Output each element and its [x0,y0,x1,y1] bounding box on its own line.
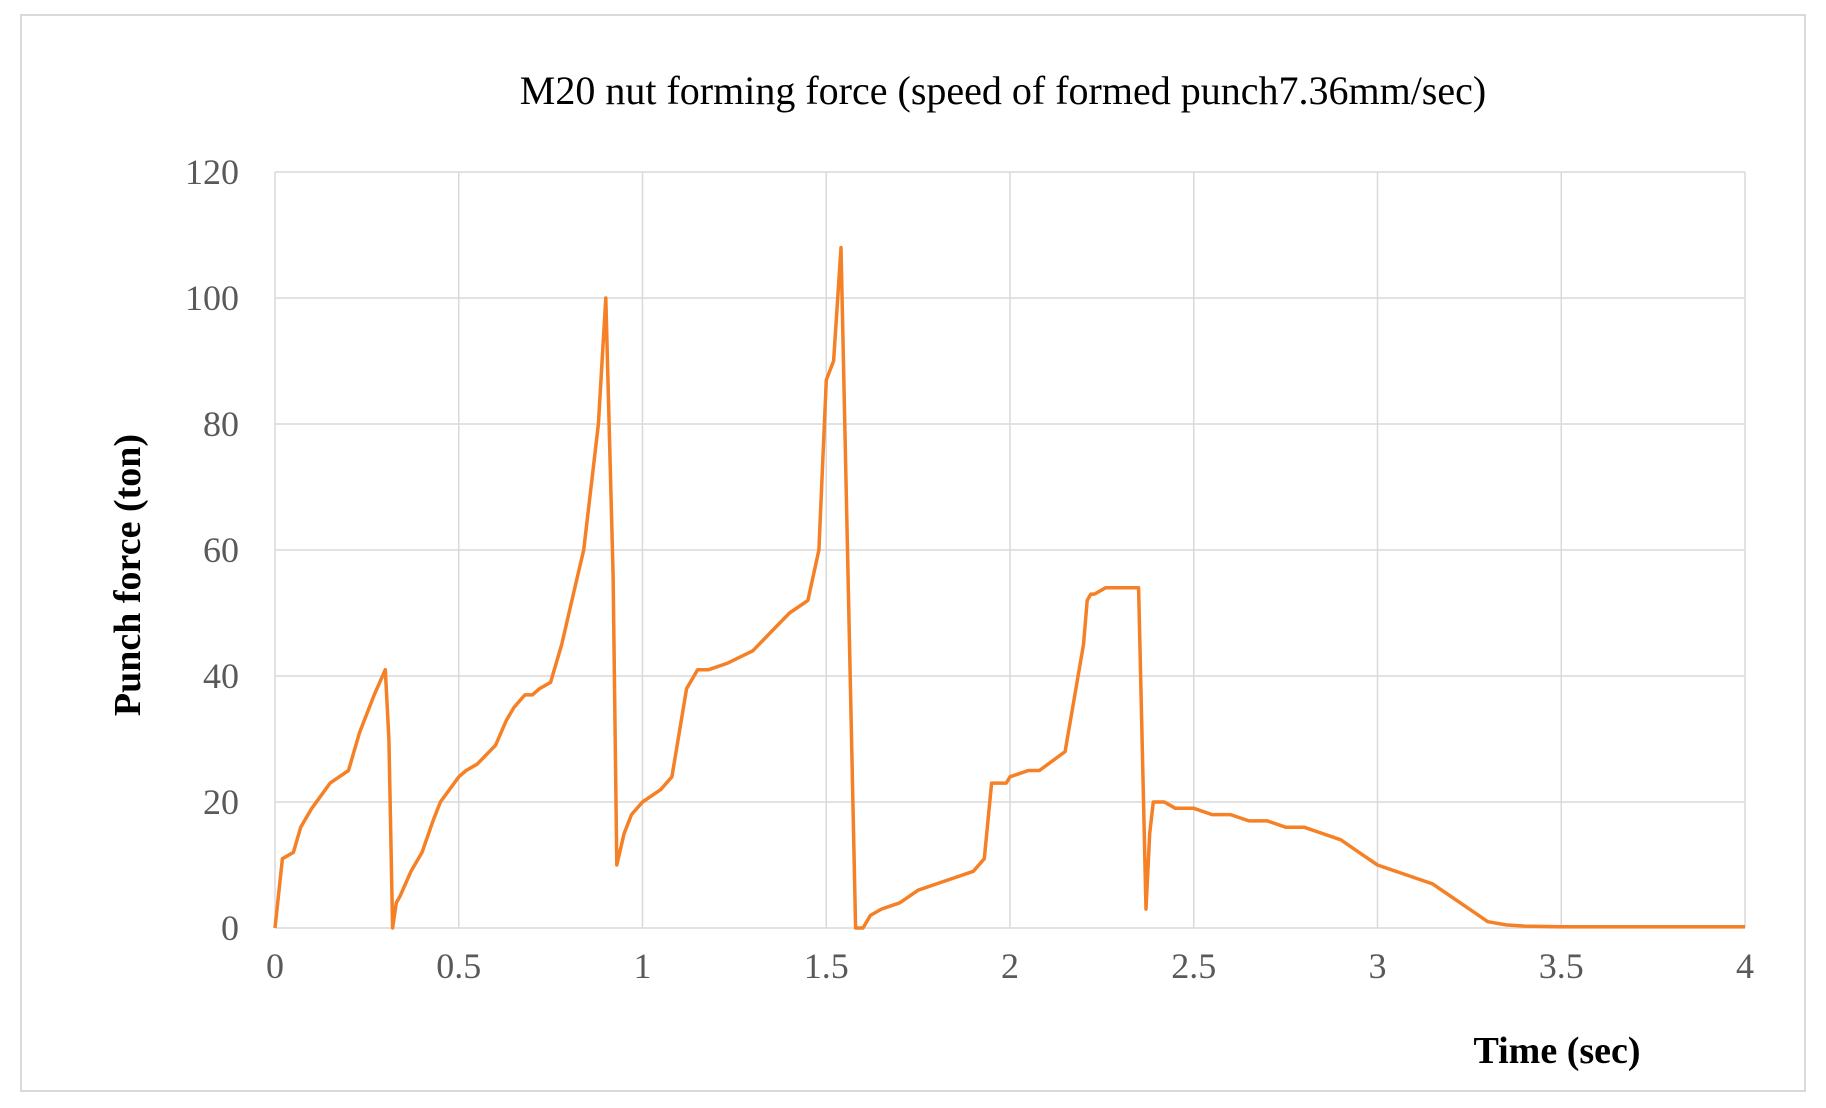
y-tick-label: 60 [203,530,239,570]
x-tick-label: 0.5 [436,946,481,986]
x-tick-label: 4 [1736,946,1754,986]
x-axis-label: Time (sec) [1473,1030,1640,1072]
x-tick-label: 1.5 [804,946,849,986]
y-tick-label: 80 [203,404,239,444]
series-line [273,245,1745,930]
x-tick-label: 3.5 [1539,946,1584,986]
x-tick-label: 2.5 [1171,946,1216,986]
y-tick-label: 120 [185,152,239,192]
y-axis-label: Punch force (ton) [107,434,149,716]
chart-frame [20,14,1806,1092]
gridlines [274,171,1746,929]
y-tick-label: 100 [185,278,239,318]
x-tick-label: 2 [1001,946,1019,986]
y-tick-label: 40 [203,656,239,696]
x-tick-label: 1 [634,946,652,986]
x-tick-label: 0 [266,946,284,986]
x-tick-label: 3 [1369,946,1387,986]
chart-title: M20 nut forming force (speed of formed p… [520,68,1486,113]
y-tick-label: 20 [203,782,239,822]
x-axis-ticks: 0 0.5 1 1.5 2 2.5 3 3.5 4 [266,946,1754,986]
y-tick-label: 0 [221,908,239,948]
y-axis-ticks: 0 20 40 60 80 100 120 [185,152,239,948]
